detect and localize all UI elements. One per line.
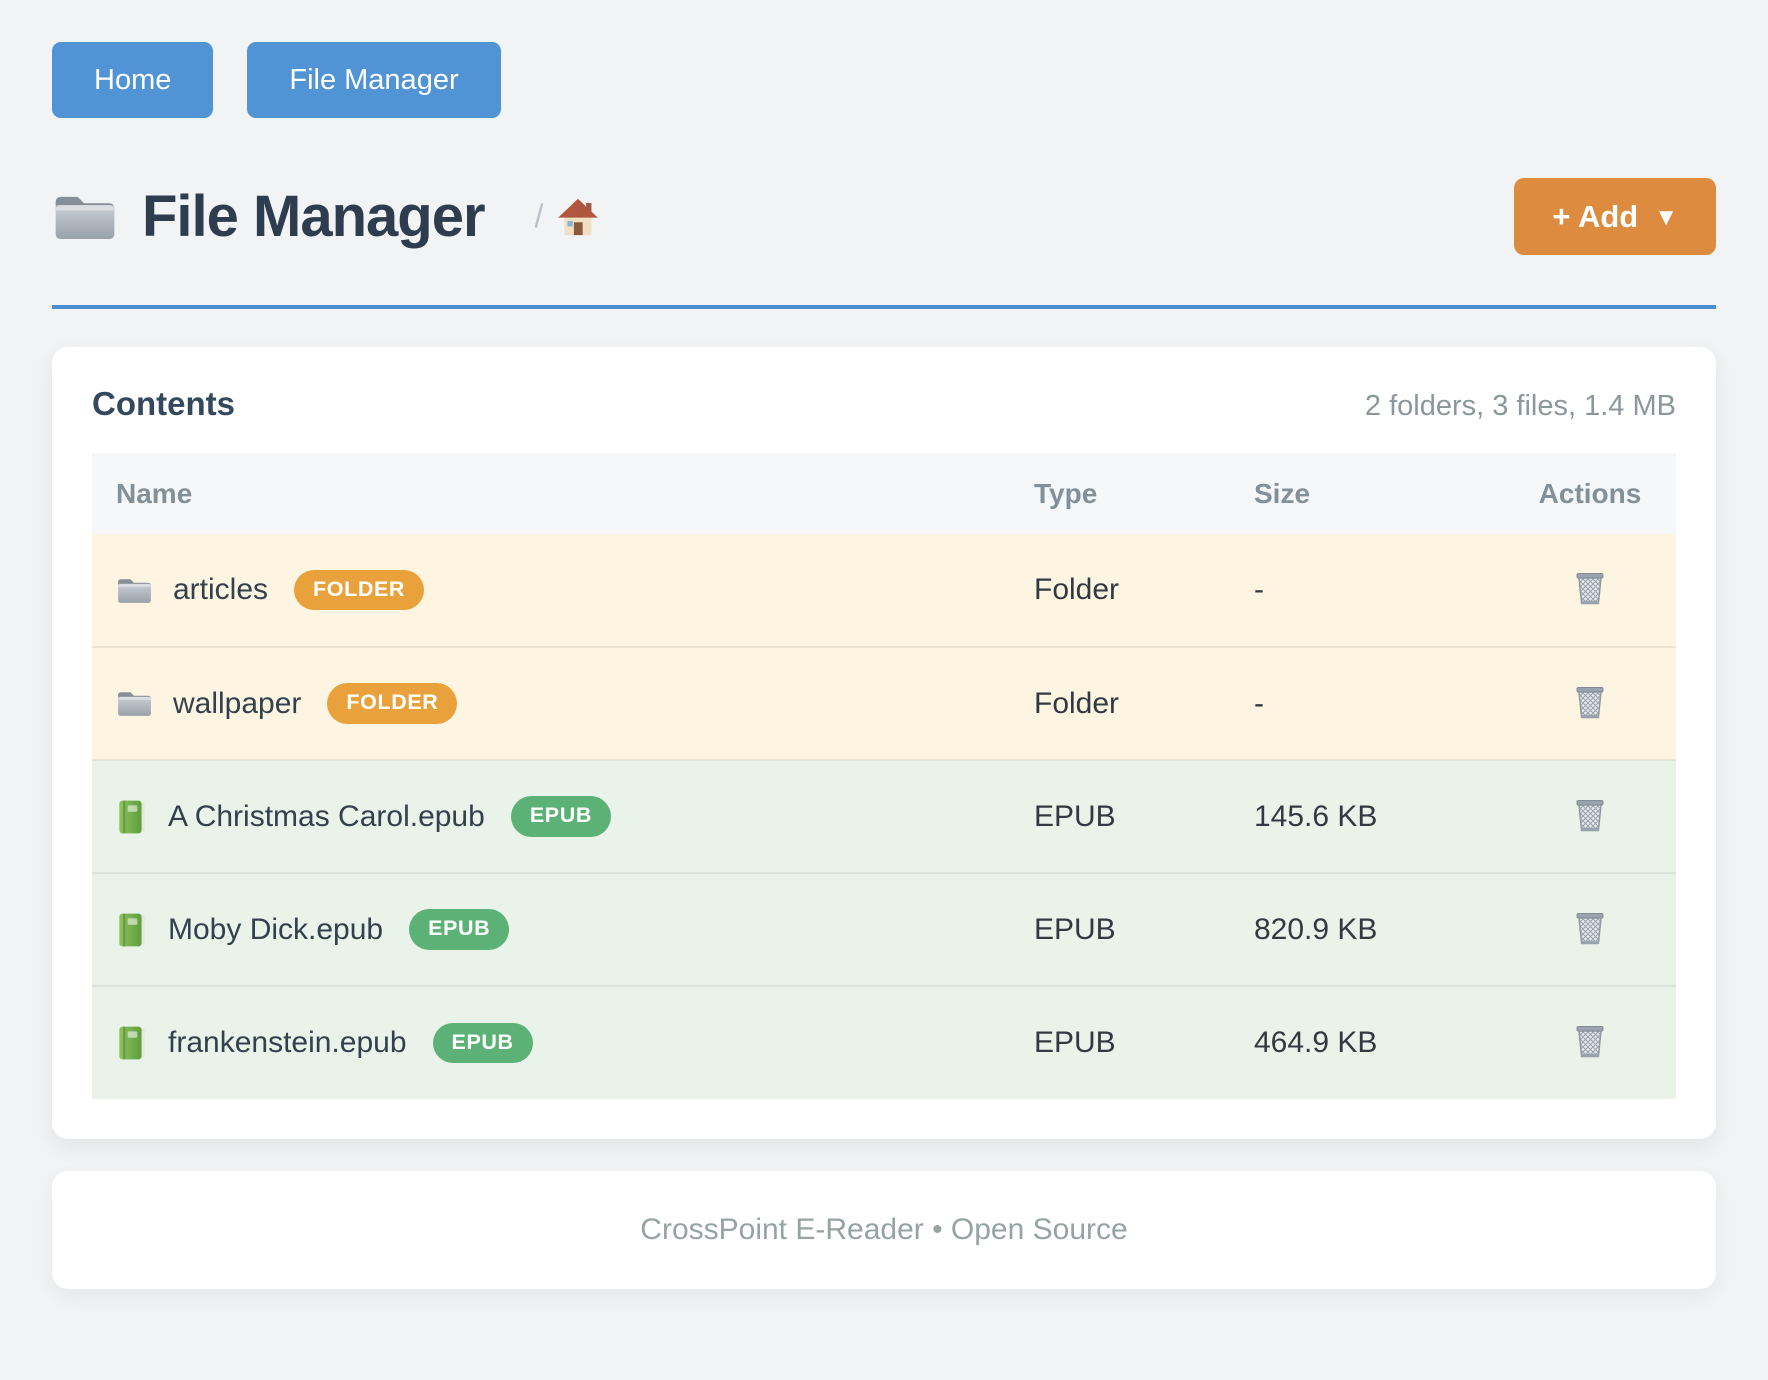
nav-home-button[interactable]: Home [52, 42, 214, 118]
item-name[interactable]: frankenstein.epub [168, 1026, 407, 1059]
column-header-name: Name [92, 453, 1034, 534]
item-type: Folder [1034, 573, 1120, 606]
contents-card: Contents 2 folders, 3 files, 1.4 MB Name… [52, 347, 1716, 1139]
table-row-wallpaper[interactable]: wallpaper FOLDER Folder - [92, 647, 1676, 760]
folder-icon [52, 189, 118, 245]
folder-icon [116, 575, 153, 606]
delete-button[interactable] [1569, 679, 1611, 725]
item-size: - [1254, 573, 1264, 606]
add-button[interactable]: + Add ▼ [1514, 178, 1716, 255]
title-group: File Manager / [52, 183, 599, 250]
book-icon [116, 1025, 148, 1061]
item-name[interactable]: A Christmas Carol.epub [168, 799, 485, 833]
accent-divider [52, 305, 1716, 309]
table-row-frankenstein[interactable]: frankenstein.epub EPUB EPUB 464.9 KB [92, 986, 1676, 1099]
footer-text: CrossPoint E-Reader • Open Source [640, 1213, 1128, 1246]
table-row-moby-dick[interactable]: Moby Dick.epub EPUB EPUB 820.9 KB [92, 873, 1676, 986]
book-icon [116, 799, 148, 835]
item-size: - [1254, 686, 1264, 720]
table-header-row: Name Type Size Actions [92, 453, 1676, 534]
column-header-actions: Actions [1504, 453, 1676, 534]
contents-title: Contents [92, 385, 235, 422]
add-button-label: + Add [1552, 198, 1639, 234]
delete-button[interactable] [1569, 1018, 1611, 1064]
item-size: 145.6 KB [1254, 799, 1378, 833]
contents-card-header: Contents 2 folders, 3 files, 1.4 MB [92, 385, 1676, 423]
item-size: 464.9 KB [1254, 1026, 1378, 1059]
breadcrumb-separator: / [534, 198, 544, 234]
item-type: EPUB [1034, 912, 1116, 946]
book-icon [116, 912, 148, 948]
item-size: 820.9 KB [1254, 912, 1378, 946]
item-type: Folder [1034, 686, 1120, 720]
folder-icon [116, 688, 153, 719]
home-icon[interactable] [557, 197, 599, 237]
item-type: EPUB [1034, 1026, 1116, 1059]
folder-badge: FOLDER [327, 683, 458, 724]
epub-badge: EPUB [510, 796, 611, 837]
trash-icon [1573, 683, 1607, 721]
item-name[interactable]: wallpaper [173, 686, 302, 720]
table-row-articles[interactable]: articles FOLDER Folder - [92, 534, 1676, 647]
nav-file-manager-button[interactable]: File Manager [247, 42, 501, 118]
breadcrumb: / [535, 197, 600, 237]
trash-icon [1573, 796, 1607, 834]
trash-icon [1573, 909, 1607, 947]
item-name[interactable]: articles [173, 573, 269, 606]
delete-button[interactable] [1569, 905, 1611, 951]
table-row-christmas-carol[interactable]: A Christmas Carol.epub EPUB EPUB 145.6 K… [92, 760, 1676, 873]
item-type: EPUB [1034, 799, 1116, 833]
trash-icon [1573, 569, 1607, 607]
column-header-size: Size [1254, 453, 1504, 534]
delete-button[interactable] [1569, 565, 1611, 611]
epub-badge: EPUB [409, 909, 510, 950]
epub-badge: EPUB [432, 1022, 533, 1064]
folder-badge: FOLDER [294, 569, 425, 611]
page-header: File Manager / + Add ▼ [52, 178, 1716, 255]
file-table: Name Type Size Actions articles FOLDER [92, 453, 1676, 1099]
delete-button[interactable] [1569, 792, 1611, 838]
contents-summary: 2 folders, 3 files, 1.4 MB [1364, 390, 1676, 422]
column-header-type: Type [1034, 453, 1254, 534]
footer: CrossPoint E-Reader • Open Source [52, 1171, 1716, 1289]
page-title: File Manager [142, 184, 486, 249]
chevron-down-icon: ▼ [1654, 203, 1678, 231]
top-navigation: Home File Manager [52, 0, 1716, 118]
trash-icon [1573, 1022, 1607, 1060]
item-name[interactable]: Moby Dick.epub [168, 912, 384, 946]
